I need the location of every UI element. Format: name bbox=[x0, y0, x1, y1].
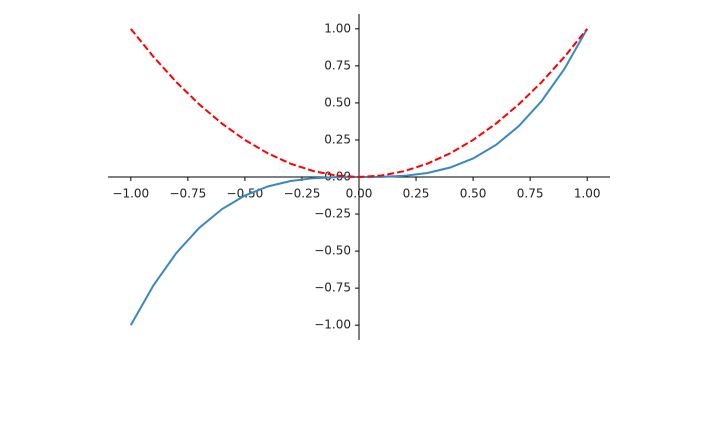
x-tick-label: −0.75 bbox=[169, 187, 206, 201]
y-tick-label: 0.75 bbox=[324, 58, 351, 72]
x-tick-label: 0.00 bbox=[346, 187, 373, 201]
x-tick-label: −0.50 bbox=[227, 187, 264, 201]
y-tick-label: 1.00 bbox=[324, 21, 351, 35]
x-tick-label: 0.25 bbox=[403, 187, 430, 201]
y-tick-label: 0.50 bbox=[324, 95, 351, 109]
y-tick-label: −0.25 bbox=[314, 207, 351, 221]
y-tick-label: −1.00 bbox=[314, 318, 351, 332]
x-tick-label: 1.00 bbox=[574, 187, 601, 201]
x-tick-label: −1.00 bbox=[112, 187, 149, 201]
data-line bbox=[130, 28, 588, 179]
x-tick-label: −0.25 bbox=[284, 187, 321, 201]
x-tick-label: 0.75 bbox=[517, 187, 544, 201]
y-tick-label: −0.50 bbox=[314, 244, 351, 258]
y-tick-label: −0.75 bbox=[314, 281, 351, 295]
y-tick-label: 0.25 bbox=[324, 132, 351, 146]
x-tick-label: 0.50 bbox=[460, 187, 487, 201]
